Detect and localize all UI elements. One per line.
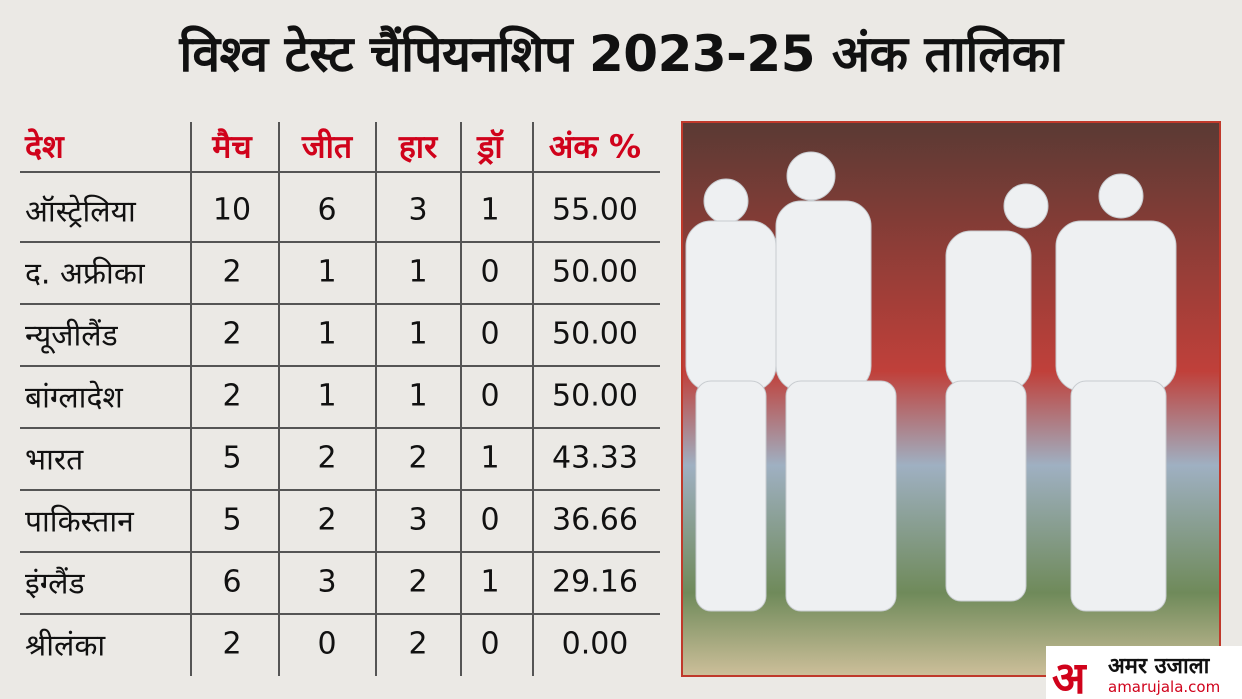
- stat-cell: 0: [480, 502, 500, 538]
- row-divider: [20, 551, 660, 553]
- country-cell: द. अफ्रीका: [25, 256, 145, 292]
- stat-cell: 1: [480, 564, 500, 600]
- stat-cell: 6: [317, 192, 337, 228]
- row-divider: [20, 303, 660, 305]
- country-cell: इंग्लैंड: [25, 566, 85, 602]
- stat-cell: 0: [480, 378, 500, 414]
- header-cell: मैच: [212, 127, 252, 166]
- stat-cell: 6: [222, 564, 242, 600]
- country-cell: न्यूजीलैंड: [25, 318, 118, 354]
- stat-cell: 2: [408, 564, 428, 600]
- stat-cell: 1: [408, 378, 428, 414]
- stat-cell: 0: [317, 626, 337, 662]
- stat-cell: 5: [222, 502, 242, 538]
- stat-cell: 3: [408, 192, 428, 228]
- stat-cell: 50.00: [552, 316, 638, 352]
- logo-name: अमर उजाला: [1108, 654, 1210, 679]
- stat-cell: 1: [408, 316, 428, 352]
- stat-cell: 2: [222, 254, 242, 290]
- stat-cell: 1: [408, 254, 428, 290]
- row-divider: [20, 427, 660, 429]
- stat-cell: 2: [317, 502, 337, 538]
- row-divider: [20, 613, 660, 615]
- stat-cell: 50.00: [552, 378, 638, 414]
- stat-cell: 29.16: [552, 564, 638, 600]
- row-divider: [20, 365, 660, 367]
- stat-cell: 1: [317, 378, 337, 414]
- logo-mark: अ: [1052, 653, 1086, 699]
- country-cell: श्रीलंका: [25, 628, 106, 664]
- column-divider: [190, 122, 192, 676]
- column-divider: [375, 122, 377, 676]
- country-cell: ऑस्ट्रेलिया: [25, 194, 136, 230]
- stat-cell: 2: [317, 440, 337, 476]
- logo-url: amarujala.com: [1108, 678, 1221, 696]
- stat-cell: 0.00: [561, 626, 629, 662]
- column-divider: [278, 122, 280, 676]
- stat-cell: 5: [222, 440, 242, 476]
- header-cell: ड्रॉ: [477, 127, 503, 166]
- stat-cell: 43.33: [552, 440, 638, 476]
- title: विश्व टेस्ट चैंपियनशिप 2023-25 अंक तालिक…: [179, 25, 1063, 83]
- header-cell: अंक %: [548, 127, 642, 166]
- row-divider: [20, 489, 660, 491]
- stat-cell: 2: [222, 626, 242, 662]
- stat-cell: 2: [222, 378, 242, 414]
- country-cell: पाकिस्तान: [25, 504, 134, 540]
- country-cell: भारत: [25, 442, 84, 478]
- stat-cell: 2: [408, 440, 428, 476]
- logo: अ अमर उजाला amarujala.com: [1046, 646, 1242, 699]
- stat-cell: 0: [480, 626, 500, 662]
- stat-cell: 36.66: [552, 502, 638, 538]
- stat-cell: 0: [480, 316, 500, 352]
- stat-cell: 2: [222, 316, 242, 352]
- stat-cell: 55.00: [552, 192, 638, 228]
- photo: [681, 121, 1221, 677]
- stat-cell: 1: [317, 254, 337, 290]
- header-cell: जीत: [301, 127, 353, 166]
- stat-cell: 1: [480, 440, 500, 476]
- stat-cell: 50.00: [552, 254, 638, 290]
- header-cell: देश: [25, 127, 64, 166]
- row-divider: [20, 171, 660, 173]
- country-cell: बांग्लादेश: [25, 380, 123, 416]
- stat-cell: 2: [408, 626, 428, 662]
- column-divider: [532, 122, 534, 676]
- header-cell: हार: [398, 127, 438, 166]
- stat-cell: 3: [408, 502, 428, 538]
- stat-cell: 0: [480, 254, 500, 290]
- stat-cell: 1: [317, 316, 337, 352]
- stat-cell: 10: [212, 192, 252, 228]
- row-divider: [20, 241, 660, 243]
- stat-cell: 1: [480, 192, 500, 228]
- column-divider: [460, 122, 462, 676]
- stat-cell: 3: [317, 564, 337, 600]
